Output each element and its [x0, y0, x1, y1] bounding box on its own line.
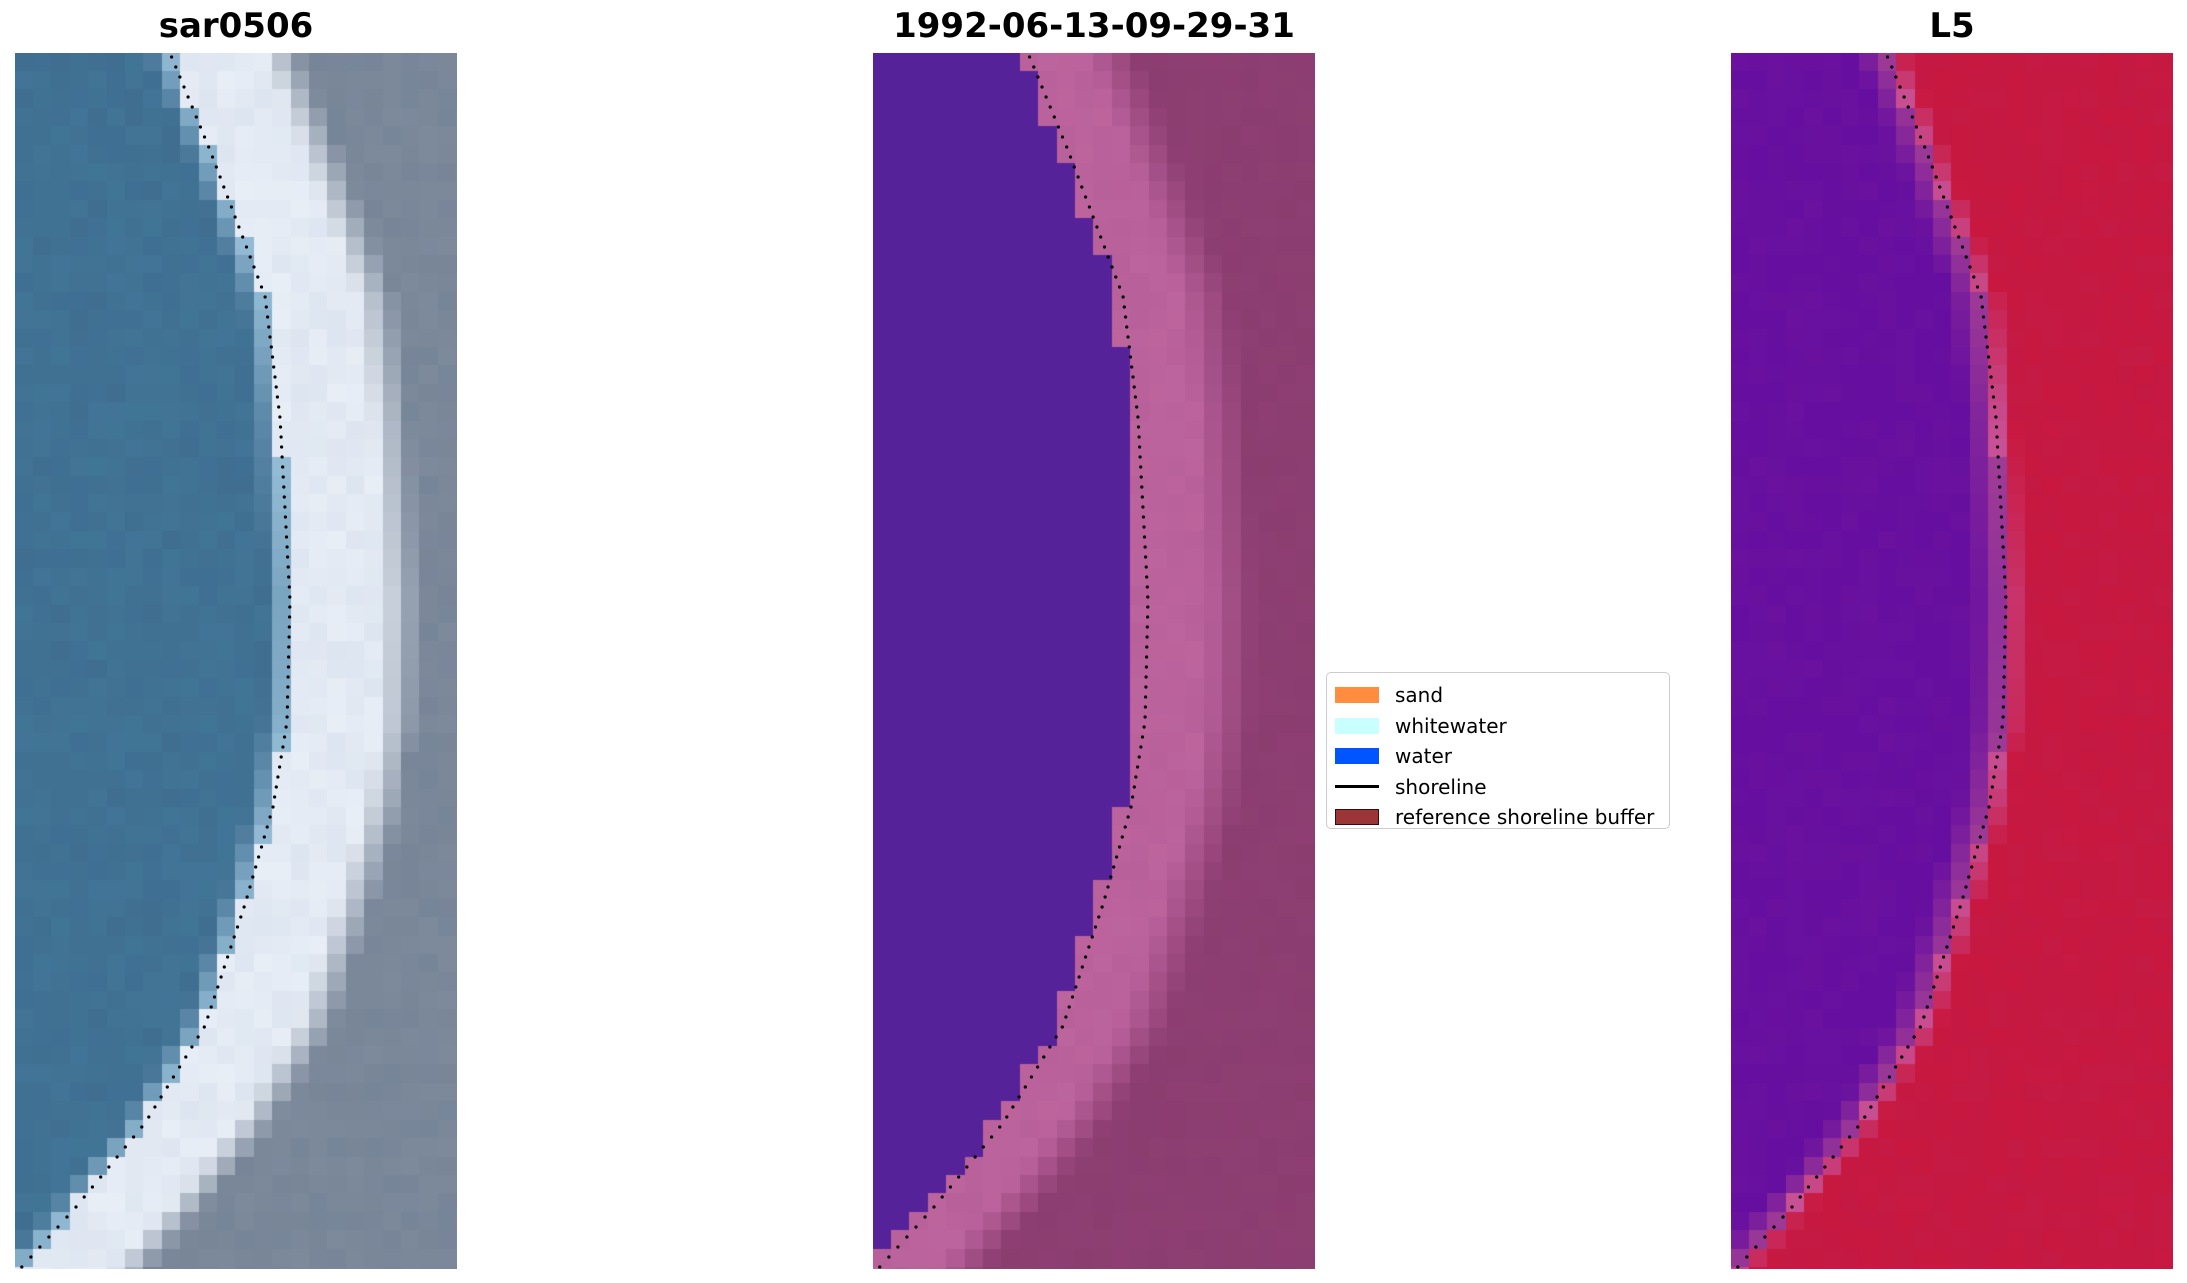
panel-title-rgb: sar0506: [158, 6, 314, 46]
index-image: [1731, 53, 2173, 1269]
whitewater-swatch: [1335, 717, 1379, 734]
legend-label: water: [1395, 744, 1452, 769]
legend-label: reference shoreline buffer: [1395, 805, 1655, 830]
rgb-image: [15, 53, 457, 1269]
classified-image-panel: [873, 53, 1315, 1269]
rgb-image-panel: [15, 53, 457, 1269]
panel-title-index: L5: [1929, 6, 1975, 46]
shoreline-line-swatch: [1335, 785, 1379, 789]
legend-item-water: water: [1335, 741, 1661, 772]
classified-image: [873, 53, 1315, 1269]
legend: sand whitewater water shoreline referenc…: [1326, 672, 1670, 829]
legend-item-reference-buffer: reference shoreline buffer: [1335, 802, 1661, 833]
legend-label: sand: [1395, 683, 1444, 708]
index-image-panel: [1731, 53, 2173, 1269]
legend-item-sand: sand: [1335, 680, 1661, 711]
legend-label: whitewater: [1395, 713, 1507, 738]
panel-title-date: 1992-06-13-09-29-31: [893, 6, 1295, 46]
legend-item-whitewater: whitewater: [1335, 711, 1661, 742]
buffer-swatch: [1335, 809, 1379, 826]
water-swatch: [1335, 748, 1379, 765]
sand-swatch: [1335, 687, 1379, 704]
legend-label: shoreline: [1395, 774, 1487, 799]
legend-item-shoreline: shoreline: [1335, 772, 1661, 803]
